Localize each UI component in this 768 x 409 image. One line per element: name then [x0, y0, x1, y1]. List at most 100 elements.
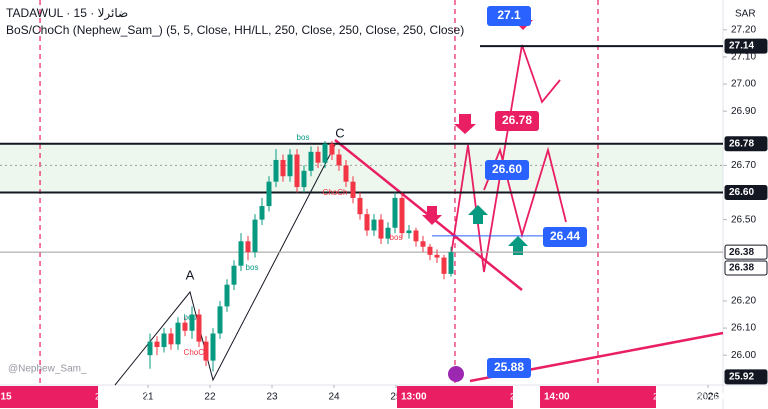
date-label-box [396, 386, 513, 408]
price-label-box [724, 185, 768, 200]
candle-body [427, 246, 433, 255]
indicator-title: BoS/ChoCh (Nephew_Sam_) (5, 5, Close, HH… [6, 23, 464, 37]
y-tick-label: 27.20 [731, 24, 756, 35]
date-label-time: 14:00 [544, 392, 570, 403]
target-label: 26.44 [550, 229, 580, 243]
date-label-box [539, 386, 656, 408]
arrow-down [454, 114, 476, 134]
candle-body [245, 241, 251, 253]
y-tick-label: 26.90 [731, 106, 756, 117]
annotation: C [335, 125, 344, 140]
candle-body [385, 227, 391, 239]
zone [0, 143, 723, 193]
candle-body [350, 181, 356, 198]
candle-body [364, 214, 370, 231]
x-tick-label: 2026 [697, 392, 720, 403]
target-box [495, 111, 539, 131]
annotation: ChoCh [323, 188, 348, 197]
candle-body [392, 197, 398, 228]
candle-body [154, 341, 160, 348]
x-tick-label: 22 [204, 392, 216, 403]
candle-body [231, 265, 237, 285]
y-tick-label: 27.10 [731, 52, 756, 63]
y-tick-label: 26.50 [731, 214, 756, 225]
target-label: 27.1 [497, 8, 521, 22]
candle-body [329, 143, 335, 155]
candle-body [161, 333, 167, 348]
y-tick-label: 26.70 [731, 160, 756, 171]
currency: SAR [735, 9, 756, 20]
watermark: @Nephew_Sam_ [8, 364, 87, 375]
target-box [487, 358, 531, 378]
arrow-up [508, 236, 528, 255]
target-label: 26.60 [492, 162, 522, 176]
candle-body [441, 257, 447, 274]
y-tick-label: 27.00 [731, 79, 756, 90]
annotation: A [186, 267, 195, 282]
price-label-box [724, 38, 768, 54]
candle-body [259, 206, 265, 220]
y-tick-label: 26.20 [731, 296, 756, 307]
annotation: bos [246, 263, 259, 272]
candle-body [182, 322, 188, 331]
price-label: 25.92 [729, 372, 754, 383]
candle-body [336, 154, 342, 166]
target-label: 25.88 [494, 360, 524, 374]
candle-body [210, 333, 216, 361]
price-label: 27.14 [729, 41, 754, 52]
candle-body [343, 165, 349, 182]
price-label: 26.38 [729, 263, 754, 274]
target-box [543, 227, 587, 247]
price-label: 26.78 [729, 138, 754, 149]
date-label-time: 13:00 [401, 392, 427, 403]
candle-body [413, 230, 419, 242]
annotation: bos [184, 313, 197, 322]
candle-body [273, 159, 279, 182]
candle-body [217, 306, 223, 334]
candle-body [294, 154, 300, 188]
x-tick-label: 24 [328, 392, 340, 403]
candle-body [266, 181, 272, 207]
target-box [485, 160, 529, 180]
arrow-down [422, 206, 442, 225]
candle-body [357, 197, 363, 215]
candle-body [238, 241, 244, 266]
candle-body [175, 322, 181, 345]
candle-body [322, 143, 328, 163]
target-label: 26.78 [502, 113, 532, 127]
annotation: ChoCh [184, 348, 209, 357]
x-tick-label: 23 [266, 392, 278, 403]
candle-body [280, 159, 286, 177]
target-box [487, 6, 531, 26]
annotation: bos [297, 133, 310, 142]
candle-body [420, 241, 426, 247]
price-label: 26.60 [729, 187, 754, 198]
x-tick-label: 25 [390, 392, 402, 403]
x-tick-label: 21 [142, 392, 154, 403]
candle-body [287, 154, 293, 177]
price-label-box [724, 244, 768, 260]
candle-body [147, 341, 153, 356]
y-tick-label: 26.10 [731, 323, 756, 334]
candle-body [189, 314, 195, 331]
candle-body [434, 254, 440, 258]
candle-body [378, 219, 384, 239]
annotation: bos [390, 233, 403, 242]
candle-body [406, 230, 412, 234]
arrow-up [468, 205, 488, 224]
symbol: TADAWUL · 15 · ضائرلا [6, 6, 128, 21]
candle-body [448, 252, 454, 274]
candle-body [203, 341, 209, 361]
candle-body [308, 151, 314, 171]
candle-body [252, 219, 258, 253]
alert-icon [448, 366, 464, 382]
candle-body [196, 314, 202, 342]
date-label-time: 14:15 [0, 392, 12, 403]
price-label: 26.38 [729, 247, 754, 258]
price-label-box [724, 260, 768, 276]
candle-body [301, 170, 307, 188]
date-label-date: الثلاثاء 30 ديسمبر '25 [653, 391, 733, 401]
date-label-box [0, 386, 99, 408]
